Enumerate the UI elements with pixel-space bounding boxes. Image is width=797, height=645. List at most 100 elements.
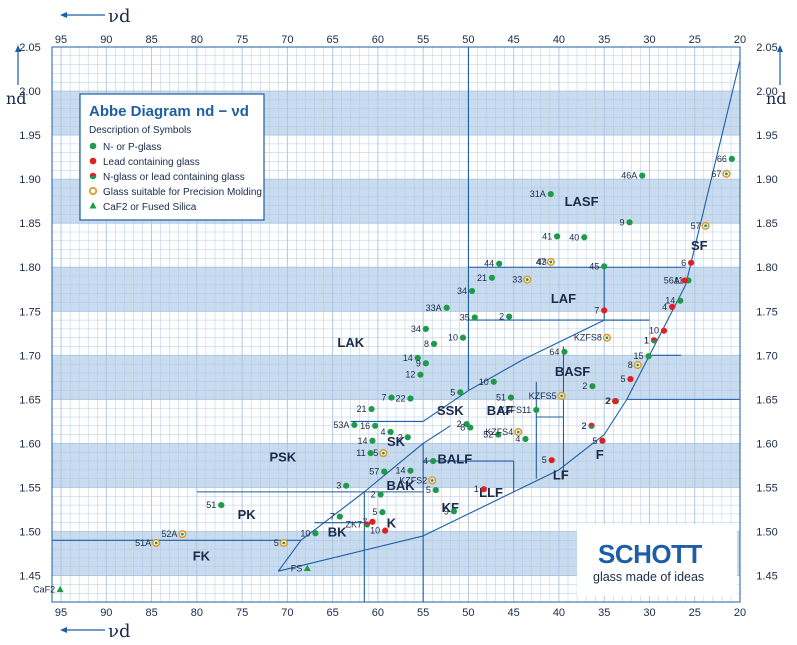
- region-label: PSK: [269, 450, 296, 465]
- glass-point-precision-core: [525, 278, 529, 281]
- glass-point-label: 2: [499, 312, 504, 322]
- x-tick-label-top: 30: [643, 34, 655, 46]
- glass-point-label: KZFS8: [574, 333, 602, 343]
- x-tick-label-top: 65: [327, 34, 339, 46]
- glass-point-label: 51: [496, 393, 506, 403]
- y-label-left: nd: [6, 89, 27, 108]
- glass-point-precision-core: [154, 541, 158, 545]
- x-tick-label-top: 95: [55, 34, 67, 46]
- glass-point-label: 7: [330, 512, 335, 522]
- legend-item-caf2: CaF2 or Fused Silica: [103, 202, 197, 213]
- glass-point-label: 11: [356, 448, 365, 458]
- region-label: F: [596, 447, 604, 462]
- y-tick-label-left: 1.65: [19, 394, 40, 406]
- region-label: BK: [328, 525, 347, 540]
- glass-point-n: [379, 509, 386, 516]
- glass-point-label: 2: [457, 419, 462, 429]
- glass-point-lead: [681, 277, 688, 284]
- glass-point-lead: [660, 327, 668, 334]
- right-nd-arrow: [777, 45, 783, 85]
- glass-point-n: [626, 219, 633, 226]
- glass-point-mixed-bottom: [650, 340, 658, 344]
- glass-point-label: 9: [620, 217, 625, 227]
- plot-frame: [51, 46, 741, 603]
- glass-point-label: 10: [448, 333, 458, 343]
- region-boundary: [648, 284, 687, 356]
- glass-point-label: 52A: [161, 529, 177, 539]
- glass-point-label: 33A: [426, 303, 442, 313]
- glass-point-caf2: [303, 564, 311, 572]
- y-tick-label-left: 1.75: [19, 306, 40, 318]
- region-boundary: [626, 355, 650, 400]
- y-tick-label-right: 2.05: [756, 42, 777, 54]
- glass-point-caf2: [56, 585, 64, 593]
- glass-point-label: 8: [628, 360, 633, 370]
- x-tick-label-bottom: 50: [462, 607, 474, 619]
- glass-point-n: [728, 155, 735, 162]
- glass-point-n: [467, 424, 474, 431]
- glass-point-precision-core: [704, 224, 707, 228]
- x-tick-label-bottom: 60: [372, 607, 384, 619]
- glass-point-n: [430, 457, 437, 465]
- y-tick-label-right: 1.70: [756, 350, 777, 362]
- glass-point-label: 2: [582, 381, 587, 391]
- glass-point-precision-core: [180, 532, 184, 536]
- region-label: SF: [691, 238, 708, 253]
- region-label: LF: [553, 467, 569, 482]
- y-tick-label-right: 1.45: [756, 571, 777, 583]
- glass-point-label: 5: [373, 448, 378, 458]
- glass-point-label: 44: [484, 259, 494, 269]
- glass-point-label: KZFS5: [529, 391, 557, 401]
- y-tick-label-right: 1.80: [756, 262, 777, 274]
- glass-point-lead: [611, 398, 619, 405]
- glass-point-n: [422, 360, 429, 367]
- glass-point-label: 5: [542, 455, 547, 465]
- legend-subtitle: Description of Symbols: [89, 125, 191, 136]
- glass-point-label: 53A: [333, 420, 349, 430]
- glass-point-n: [459, 334, 467, 341]
- region-label: FK: [193, 548, 211, 563]
- region-boundary: [603, 399, 628, 435]
- glass-point-n: [351, 421, 358, 429]
- glass-point-label: 7: [362, 517, 367, 527]
- glass-point-label: 14: [357, 436, 367, 446]
- glass-point-n: [430, 340, 438, 347]
- glass-point-lead: [627, 376, 634, 383]
- glass-point-n: [507, 394, 515, 401]
- glass-point-label: 11: [674, 275, 683, 285]
- glass-point-label: 10: [649, 326, 659, 336]
- y-tick-label-right: 1.55: [756, 482, 777, 494]
- region-label: BAK: [386, 478, 415, 493]
- glass-point-label: 21: [477, 273, 487, 283]
- glass-point-label: 1: [644, 335, 649, 345]
- x-tick-label-bottom: 85: [145, 607, 157, 619]
- y-tick-label-left: 1.85: [19, 218, 40, 230]
- glass-point-n: [471, 314, 478, 321]
- glass-point-label: 6: [681, 258, 686, 268]
- legend-mixed-glass-icon: [89, 172, 97, 180]
- glass-point-precision-core: [516, 430, 520, 434]
- glass-point-label: 2: [582, 421, 587, 431]
- glass-point-label: 41: [542, 231, 552, 241]
- glass-point-label: 7: [594, 305, 599, 315]
- legend: Abbe Diagram nd − νd Description of Symb…: [79, 93, 265, 221]
- x-tick-label-bottom: 30: [643, 607, 655, 619]
- glass-point-n: [554, 233, 561, 240]
- glass-point-n: [639, 172, 646, 179]
- glass-point-label: 51: [206, 500, 216, 510]
- legend-item-mixed-glass: N-glass or lead containing glass: [103, 172, 245, 183]
- y-tick-label-left: 1.60: [19, 438, 40, 450]
- y-label-right: nd: [766, 89, 787, 108]
- glass-point-label: 4: [381, 427, 386, 437]
- glass-point-label: 35: [460, 312, 470, 322]
- region-boundary: [513, 469, 560, 493]
- x-tick-label-top: 35: [598, 34, 610, 46]
- glass-point-n: [561, 348, 568, 355]
- glass-point-n: [388, 394, 395, 401]
- legend-precision-molding-icon: [88, 186, 98, 196]
- glass-point-label: 3: [336, 481, 341, 491]
- x-tick-label-top: 40: [553, 34, 565, 46]
- glass-point-n: [417, 371, 424, 378]
- glass-point-label: 5: [372, 507, 377, 517]
- glass-point-precision-core: [636, 363, 640, 367]
